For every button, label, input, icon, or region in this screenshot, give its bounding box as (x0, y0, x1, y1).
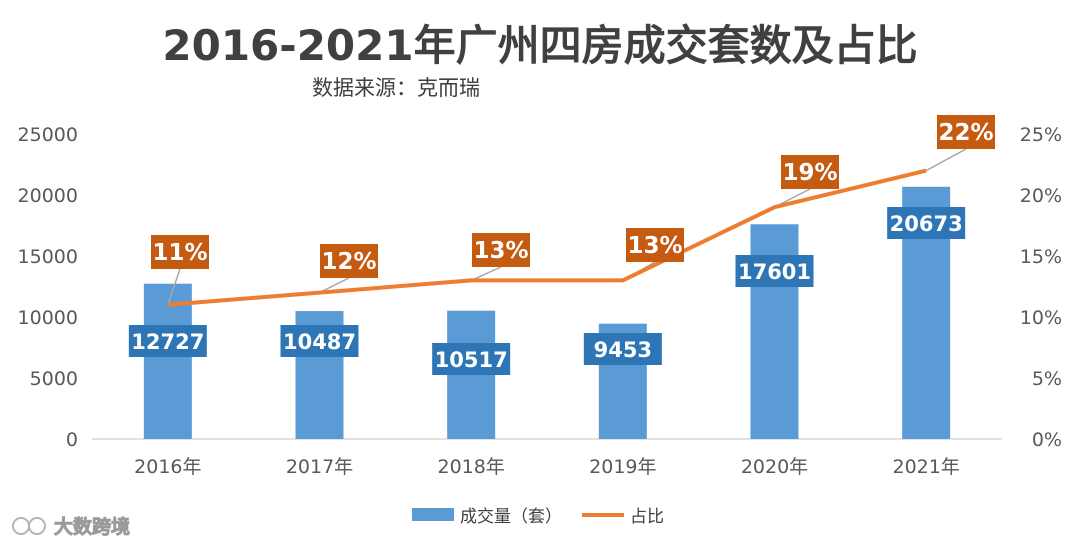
legend: 成交量（套） 占比 (412, 507, 664, 527)
bar-value-label: 12727 (131, 330, 204, 354)
category-label: 2021年 (892, 456, 959, 478)
bar-value-label-box (280, 325, 359, 357)
category-label: 2017年 (286, 456, 353, 478)
left-axis-tick: 25000 (18, 124, 78, 146)
right-axis-tick: 15% (1020, 246, 1062, 268)
right-axis-tick: 0% (1032, 429, 1062, 451)
watermark-logo-icon (12, 517, 46, 535)
left-axis-tick: 5000 (30, 368, 78, 390)
percentage-label: 12% (321, 249, 376, 275)
chart-title: 2016-2021年广州四房成交套数及占比 (162, 21, 917, 70)
left-axis-ticks: 0 5000 10000 15000 20000 25000 (18, 124, 78, 451)
percentage-label: 13% (627, 233, 682, 259)
watermark-text: 大数跨境 (54, 515, 130, 538)
category-labels: 2016年 2017年 2018年 2019年 2020年 2021年 (134, 456, 960, 478)
left-axis-tick: 20000 (18, 185, 78, 207)
legend-line-label: 占比 (630, 507, 664, 527)
percentage-label-box (937, 115, 995, 149)
percentage-label-leader (470, 266, 502, 282)
category-label: 2020年 (741, 456, 808, 478)
category-label: 2018年 (437, 456, 504, 478)
percentage-line (167, 168, 927, 307)
category-label: 2016年 (134, 456, 201, 478)
bar-value-label-box (735, 255, 814, 287)
bar-value-label-box (128, 325, 207, 357)
right-axis-tick: 25% (1020, 124, 1062, 146)
percentage-label-box (151, 235, 209, 269)
bar-value-label: 20673 (890, 212, 963, 236)
category-label: 2019年 (589, 456, 656, 478)
bar-value-label-box (887, 207, 966, 239)
bar-value-label: 9453 (594, 338, 652, 362)
bar (143, 283, 192, 439)
legend-bar-swatch (412, 508, 454, 521)
bar-value-label-box (583, 333, 662, 365)
percentage-label-box (626, 228, 684, 262)
right-axis-tick: 5% (1032, 368, 1062, 390)
right-axis-ticks: 0% 5% 10% 15% 20% 25% (1020, 124, 1062, 451)
right-axis-tick: 20% (1020, 185, 1062, 207)
left-axis-tick: 0 (66, 429, 78, 451)
bar-series (143, 186, 951, 439)
bar-value-label-box (432, 343, 511, 375)
percentage-label-leader (925, 148, 967, 172)
percentage-label-leader (167, 268, 181, 306)
percentage-label: 22% (938, 120, 993, 146)
left-axis-tick: 15000 (18, 246, 78, 268)
percentage-label-box (472, 233, 530, 267)
percentage-label: 13% (473, 238, 528, 264)
bar-value-label: 17601 (738, 260, 811, 284)
bar-value-labels: 12727 10487 10517 9453 17601 20673 (128, 207, 966, 375)
percentage-label: 19% (782, 160, 837, 186)
bar-value-label: 10487 (283, 330, 356, 354)
legend-bar-label: 成交量（套） (460, 507, 562, 527)
percentage-label-box (781, 155, 839, 189)
watermark: 大数跨境 (12, 515, 130, 538)
percentage-label-box (320, 244, 378, 278)
bar-value-label: 10517 (435, 348, 508, 372)
percentage-labels: 11% 12% 13% 13% 19% 22% (151, 115, 995, 278)
right-axis-tick: 10% (1020, 307, 1062, 329)
percentage-label: 11% (152, 240, 207, 266)
left-axis-tick: 10000 (18, 307, 78, 329)
percentage-label-leader (319, 277, 350, 294)
chart-subtitle: 数据来源：克而瑞 (312, 76, 480, 100)
